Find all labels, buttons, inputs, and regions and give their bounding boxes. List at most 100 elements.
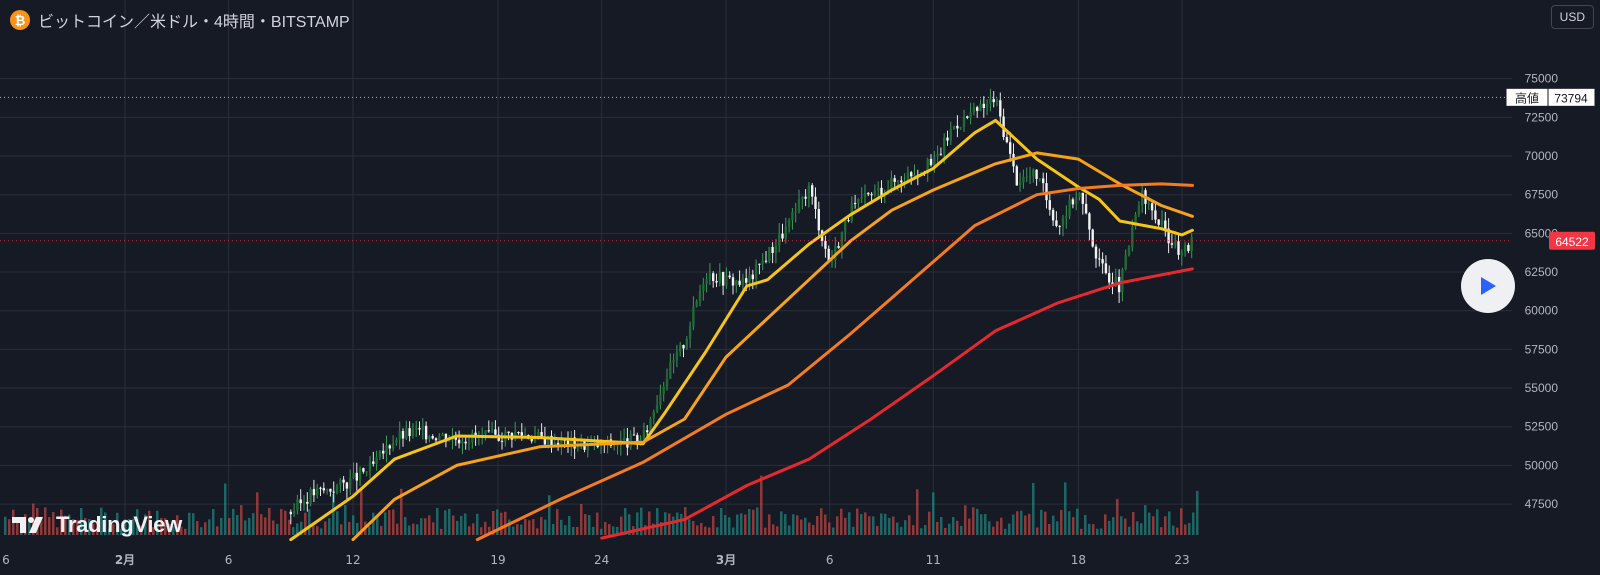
candle-body: [1170, 243, 1174, 245]
volume-bar: [244, 520, 247, 535]
volume-bar: [864, 512, 867, 535]
candle-body: [1038, 178, 1042, 180]
candle-body: [995, 100, 999, 103]
play-button[interactable]: [1461, 259, 1515, 313]
candle-body: [642, 430, 646, 440]
candle-body: [966, 116, 969, 118]
volume-bar: [1008, 523, 1011, 535]
candle-body: [910, 172, 913, 177]
volume-bar: [940, 517, 943, 535]
candle-body: [646, 430, 649, 433]
candle-body: [761, 260, 764, 265]
volume-bar: [416, 524, 419, 535]
tradingview-logo-text: TradingView: [56, 512, 182, 537]
volume-bar: [1136, 521, 1139, 535]
candle-body: [1009, 142, 1012, 154]
candle-body: [1160, 220, 1164, 225]
candle-body: [745, 278, 748, 283]
candle-body: [725, 275, 728, 286]
candle-body: [1005, 137, 1009, 143]
candle-body: [382, 450, 385, 454]
volume-bar: [640, 507, 643, 535]
candle-body: [655, 405, 659, 412]
volume-bar: [1140, 523, 1143, 535]
volume-bar: [988, 521, 991, 535]
volume-bar: [440, 528, 443, 535]
candle-body: [494, 429, 497, 435]
volume-bar: [176, 515, 179, 535]
volume-bar: [920, 528, 923, 535]
volume-bar: [52, 511, 55, 535]
volume-bar: [700, 522, 703, 535]
volume-bar: [1012, 514, 1015, 535]
volume-bar: [1024, 515, 1027, 535]
volume-bar: [428, 515, 431, 535]
volume-bar: [268, 507, 271, 535]
volume-bar: [40, 516, 43, 535]
candle-body: [1098, 258, 1101, 260]
candle-body: [771, 246, 774, 253]
volume-bar: [844, 517, 847, 535]
volume-bar: [596, 512, 599, 535]
candle-body: [537, 432, 540, 437]
volume-bar: [476, 513, 479, 535]
candle-body: [814, 196, 817, 210]
candle-body: [962, 116, 966, 128]
volume-bar: [60, 509, 63, 535]
candle-body: [900, 180, 903, 183]
volume-bar: [780, 511, 783, 535]
candle-body: [573, 437, 576, 449]
volume-bar: [852, 526, 855, 535]
volume-bar: [808, 522, 811, 535]
volume-bar: [580, 504, 583, 535]
volume-bar: [1156, 509, 1159, 535]
volume-bar: [1112, 517, 1115, 535]
candle-body: [754, 263, 758, 280]
candle-body: [956, 125, 959, 129]
candle-body: [712, 273, 715, 281]
volume-bar: [896, 522, 899, 535]
volume-bar: [1152, 516, 1155, 535]
volume-bar: [1168, 511, 1171, 535]
volume-bar: [1164, 516, 1167, 535]
volume-bar: [332, 494, 335, 535]
volume-bar: [648, 511, 651, 535]
volume-bar: [248, 517, 251, 535]
volume-bar: [356, 522, 359, 535]
candle-body: [1051, 209, 1055, 221]
volume-bar: [352, 515, 355, 535]
candle-body: [827, 248, 830, 263]
volume-bar: [436, 507, 439, 535]
volume-bar: [368, 526, 371, 535]
volume-bar: [456, 520, 459, 535]
candle-body: [309, 488, 312, 504]
volume-bar: [908, 515, 911, 535]
volume-bar: [184, 528, 187, 535]
volume-bar: [344, 505, 347, 535]
candle-body: [652, 411, 656, 419]
volume-bar: [1100, 528, 1103, 535]
candle-body: [1025, 176, 1028, 178]
candle-body: [824, 240, 827, 249]
volume-bar: [880, 513, 883, 535]
high-label-text: 高値: [1515, 90, 1539, 105]
volume-bar: [912, 525, 915, 535]
currency-button[interactable]: USD: [1550, 5, 1594, 29]
candle-body: [1164, 220, 1167, 229]
candle-body: [1035, 169, 1038, 179]
volume-bar: [832, 527, 835, 535]
price-tick-label: 67500: [1525, 188, 1559, 202]
volume-bar: [488, 526, 491, 535]
price-tick-label: 62500: [1525, 265, 1559, 279]
volume-bar: [1004, 528, 1007, 535]
volume-bar: [804, 517, 807, 535]
volume-bar: [104, 512, 107, 535]
candle-body: [454, 436, 458, 440]
ma-line-2: [351, 151, 1194, 542]
candle-body: [867, 192, 870, 195]
volume-bar: [652, 523, 655, 535]
candle-body: [731, 277, 735, 286]
candle-body: [830, 260, 834, 263]
tradingview-logo[interactable]: TradingView: [12, 512, 182, 538]
